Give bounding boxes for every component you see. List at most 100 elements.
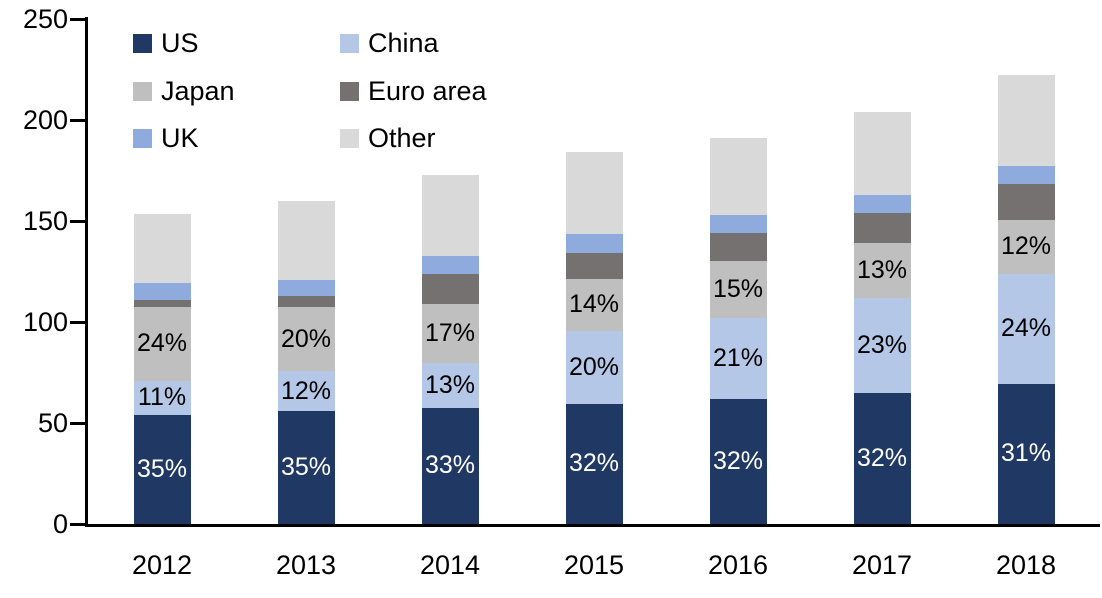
legend-label-japan: Japan [161,76,235,106]
y-tick-mark [70,422,85,425]
y-axis-line [85,17,88,527]
segment-label-japan: 17% [424,319,476,348]
bar-segment-japan: 13% [853,243,911,298]
segment-label-us: 32% [568,449,620,478]
bar-segment-japan: 24% [133,306,191,381]
bar-segment-other [565,152,623,235]
y-tick-mark [70,119,85,122]
segment-label-us: 35% [280,452,332,481]
bar-segment-us: 33% [421,407,479,524]
bar-segment-japan: 15% [709,261,767,318]
x-tick-label: 2016 [707,550,769,580]
bar-segment-euro-area [709,233,767,262]
bar-segment-other [853,111,911,195]
x-tick-label: 2015 [563,550,625,580]
bar-segment-uk [997,166,1055,184]
bar-segment-us: 32% [853,392,911,524]
y-tick-label: 150 [22,206,68,236]
bar-segment-china: 23% [853,297,911,393]
x-tick-label: 2014 [419,550,481,580]
legend-swatch-china [340,34,359,53]
y-tick-mark [70,523,85,526]
bar-segment-other [997,74,1055,167]
segment-label-us: 32% [712,446,764,475]
bar-segment-uk [853,194,911,213]
segment-label-japan: 20% [280,324,332,353]
x-axis-line [85,524,1100,527]
bar-segment-japan: 17% [421,303,479,364]
segment-label-japan: 13% [856,255,908,284]
y-tick-label: 0 [52,509,68,539]
bar-segment-euro-area [565,253,623,279]
bar-segment-china: 20% [565,331,623,404]
bar-segment-japan: 12% [997,219,1055,274]
segment-label-china: 21% [712,343,764,372]
legend-label-china: China [368,28,439,58]
legend-label-uk: UK [161,123,199,153]
bar-segment-other [421,174,479,257]
bar-segment-other [133,213,191,283]
y-tick-mark [70,321,85,324]
legend-item-euro-area: Euro area [340,78,540,105]
bar-segment-uk [565,234,623,254]
bar-segment-uk [709,214,767,234]
y-tick-mark [70,220,85,223]
bar-segment-other [709,138,767,215]
y-tick-mark [70,18,85,21]
y-tick-label: 50 [37,408,68,438]
bar-segment-japan: 14% [565,278,623,332]
x-tick-label: 2018 [995,550,1057,580]
bar-segment-us: 32% [565,403,623,524]
segment-label-china: 13% [424,371,476,400]
legend-swatch-uk [133,129,152,148]
x-tick-label: 2017 [851,550,913,580]
bar-segment-china: 12% [277,371,335,411]
bar-segment-china: 24% [997,273,1055,384]
segment-label-us: 33% [424,451,476,480]
legend-swatch-euro-area [340,82,359,101]
bar-segment-euro-area [421,273,479,304]
bar-segment-uk [421,256,479,274]
bar-segment-china: 11% [133,380,191,415]
legend-item-other: Other [340,125,540,152]
legend-swatch-us [133,34,152,53]
bar-segment-other [277,200,335,280]
legend-item-china: China [340,30,540,57]
x-tick-label: 2012 [131,550,193,580]
bar-segment-uk [133,282,191,300]
bar-segment-us: 31% [997,383,1055,524]
legend-item-uk: UK [133,125,333,152]
legend-label-us: US [161,28,199,58]
bar-segment-china: 21% [709,317,767,399]
bar-segment-china: 13% [421,363,479,408]
segment-label-japan: 15% [712,275,764,304]
segment-label-china: 12% [280,376,332,405]
segment-label-china: 20% [568,352,620,381]
legend-label-other: Other [368,123,436,153]
segment-label-us: 35% [136,454,188,483]
x-tick-label: 2013 [275,550,337,580]
legend-item-japan: Japan [133,78,333,105]
y-tick-label: 100 [22,307,68,337]
legend-item-us: US [133,30,333,57]
segment-label-china: 11% [137,383,187,412]
segment-label-us: 31% [1000,439,1052,468]
legend-label-euro-area: Euro area [368,76,487,106]
legend-swatch-japan [133,82,152,101]
bar-segment-us: 35% [277,410,335,524]
segment-label-japan: 14% [568,290,620,319]
bar-segment-euro-area [133,299,191,307]
legend-swatch-other [340,129,359,148]
bar-segment-us: 35% [133,414,191,524]
bar-segment-euro-area [277,295,335,307]
bar-segment-euro-area [853,212,911,244]
bar-segment-us: 32% [709,398,767,524]
segment-label-japan: 24% [136,329,188,358]
bar-segment-uk [277,279,335,296]
bar-segment-japan: 20% [277,306,335,372]
y-tick-label: 200 [22,105,68,135]
y-tick-label: 250 [22,4,68,34]
segment-label-us: 32% [856,443,908,472]
bar-segment-euro-area [997,183,1055,220]
